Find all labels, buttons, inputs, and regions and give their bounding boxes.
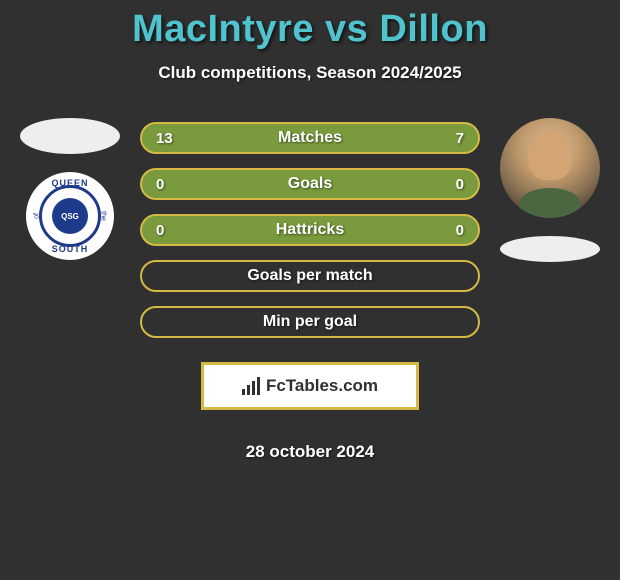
right-club-badge-placeholder — [500, 236, 600, 262]
badge-text-bottom: SOUTH — [26, 244, 114, 254]
left-club-badge: QUEEN of QSG the SOUTH — [26, 172, 114, 260]
badge-text-left: of — [33, 213, 40, 219]
left-player-column: QUEEN of QSG the SOUTH — [10, 118, 130, 260]
stat-row-goals: 0 Goals 0 — [140, 168, 480, 200]
chart-icon — [242, 377, 260, 395]
stat-label: Min per goal — [142, 313, 478, 331]
page-title: MacIntyre vs Dillon — [0, 0, 620, 51]
stat-row-matches: 13 Matches 7 — [140, 122, 480, 154]
right-player-photo — [500, 118, 600, 218]
badge-ring: of QSG the — [39, 185, 101, 247]
stats-list: 13 Matches 7 0 Goals 0 0 Hattricks 0 Goa… — [140, 122, 480, 462]
badge-text-right: the — [100, 211, 107, 221]
stat-row-hattricks: 0 Hattricks 0 — [140, 214, 480, 246]
stat-label: Matches — [142, 129, 478, 147]
badge-center: QSG — [52, 198, 88, 234]
stat-label: Hattricks — [142, 221, 478, 239]
stat-row-goals-per-match: Goals per match — [140, 260, 480, 292]
stat-label: Goals per match — [142, 267, 478, 285]
stat-row-min-per-goal: Min per goal — [140, 306, 480, 338]
stat-label: Goals — [142, 175, 478, 193]
date-label: 28 october 2024 — [140, 442, 480, 462]
brand-text: FcTables.com — [266, 376, 378, 396]
subtitle: Club competitions, Season 2024/2025 — [0, 63, 620, 83]
left-player-avatar-placeholder — [20, 118, 120, 154]
right-player-column — [490, 118, 610, 262]
brand-box: FcTables.com — [201, 362, 419, 410]
